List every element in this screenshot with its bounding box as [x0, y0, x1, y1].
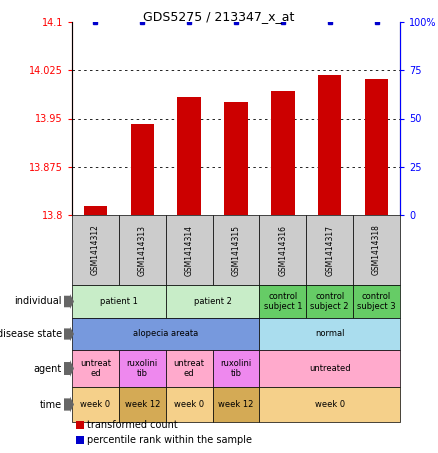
Bar — [271, 91, 295, 215]
Text: disease state: disease state — [0, 329, 62, 339]
Text: untreat
ed: untreat ed — [173, 359, 205, 378]
Bar — [84, 206, 107, 215]
Text: transformed count: transformed count — [87, 420, 178, 430]
Text: individual: individual — [14, 297, 62, 307]
Text: control
subject 3: control subject 3 — [357, 292, 396, 311]
Text: week 12: week 12 — [218, 400, 254, 409]
Text: control
subject 2: control subject 2 — [311, 292, 349, 311]
Text: control
subject 1: control subject 1 — [264, 292, 302, 311]
Text: week 0: week 0 — [80, 400, 110, 409]
Text: week 0: week 0 — [314, 400, 345, 409]
Text: GSM1414317: GSM1414317 — [325, 225, 334, 275]
Text: untreated: untreated — [309, 364, 350, 373]
Text: normal: normal — [315, 329, 344, 338]
Text: patient 2: patient 2 — [194, 297, 232, 306]
Bar — [177, 97, 201, 215]
Text: week 0: week 0 — [174, 400, 204, 409]
Text: alopecia areata: alopecia areata — [133, 329, 198, 338]
Text: GSM1414312: GSM1414312 — [91, 225, 100, 275]
Text: GSM1414316: GSM1414316 — [279, 225, 287, 275]
Text: ruxolini
tib: ruxolini tib — [127, 359, 158, 378]
Text: time: time — [40, 400, 62, 410]
Bar — [224, 102, 248, 215]
Text: GSM1414314: GSM1414314 — [185, 225, 194, 275]
Text: agent: agent — [34, 363, 62, 374]
Text: GSM1414313: GSM1414313 — [138, 225, 147, 275]
Text: week 12: week 12 — [124, 400, 160, 409]
Text: GDS5275 / 213347_x_at: GDS5275 / 213347_x_at — [143, 10, 295, 23]
Text: ruxolini
tib: ruxolini tib — [220, 359, 251, 378]
Bar — [365, 79, 388, 215]
Text: patient 1: patient 1 — [100, 297, 138, 306]
Bar — [131, 124, 154, 215]
Text: untreat
ed: untreat ed — [80, 359, 111, 378]
Text: percentile rank within the sample: percentile rank within the sample — [87, 435, 252, 445]
Bar — [318, 75, 342, 215]
Text: GSM1414315: GSM1414315 — [232, 225, 240, 275]
Text: GSM1414318: GSM1414318 — [372, 225, 381, 275]
